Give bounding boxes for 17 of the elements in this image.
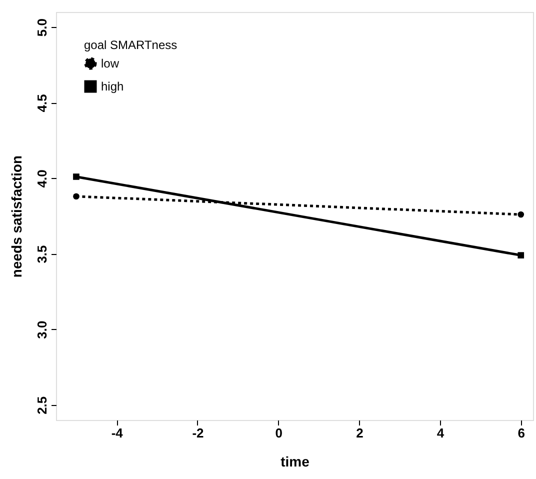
- y-tick-label: 4.5: [34, 94, 50, 112]
- y-tick-label: 2.5: [34, 396, 50, 414]
- y-tick-label: 3.0: [34, 320, 50, 339]
- x-tick-label: 2: [356, 426, 364, 440]
- legend-label: high: [101, 80, 124, 94]
- y-tick-label: 4.0: [34, 170, 50, 188]
- x-tick-label: 0: [275, 426, 282, 440]
- x-tick-label: 6: [518, 426, 525, 440]
- x-tick-label: -4: [111, 426, 124, 440]
- legend-title: goal SMARTness: [84, 38, 178, 52]
- x-tick-label: 4: [436, 426, 445, 440]
- x-tick-label: -2: [192, 426, 204, 440]
- legend-label: low: [101, 56, 120, 70]
- y-tick-label: 3.5: [34, 245, 50, 264]
- y-tick-label: 5.0: [34, 18, 50, 37]
- y-axis-title: needs satisfaction: [8, 155, 24, 278]
- x-axis-title: time: [280, 454, 310, 470]
